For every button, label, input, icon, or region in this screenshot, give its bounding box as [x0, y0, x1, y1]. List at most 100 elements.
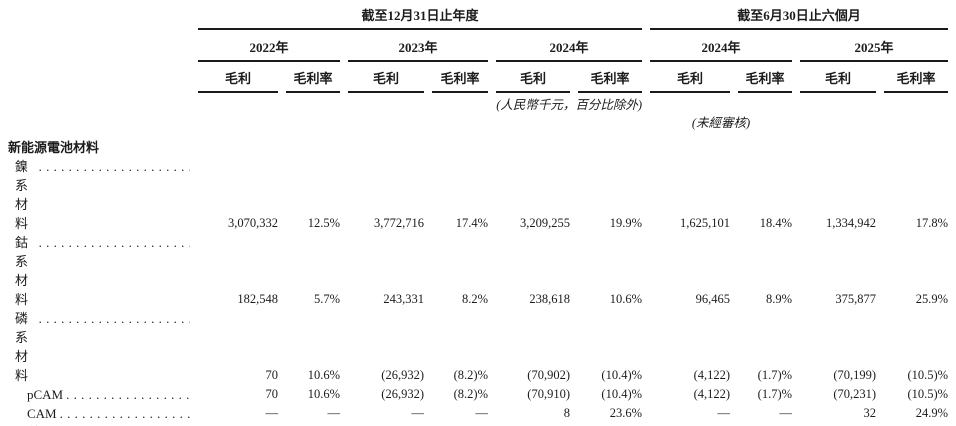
section-label: 新能源電池材料: [8, 140, 100, 155]
cell: 8.9%: [766, 292, 793, 306]
cell: 1,625,101: [680, 216, 731, 230]
cell: 3,772,716: [374, 216, 424, 230]
spacer-cell: [800, 113, 948, 131]
cell: 8: [563, 406, 570, 420]
unaudited-note: (未經審核): [691, 116, 751, 130]
dot-leader: [36, 233, 190, 252]
margin-header: 毛利率: [286, 62, 340, 93]
table-row: CAM — — — — 8 23.6% — — 32 24.9%: [8, 404, 948, 423]
cell: (10.4)%: [601, 387, 643, 401]
row-label: 鈷系材料: [8, 233, 190, 309]
cell: (1.7)%: [757, 387, 793, 401]
table-row: 鈷系材料 182,548 5.7% 243,331 8.2% 238,618 1…: [8, 233, 948, 309]
year-header-row: 2022年 2023年 2024年 2024年 2025年: [8, 30, 949, 62]
spacer-cell: [8, 93, 190, 113]
period-annual-header: 截至12月31日止年度: [198, 0, 643, 30]
spacer-cell: [198, 113, 642, 131]
cell: 70: [265, 387, 279, 401]
subheader-row: 毛利 毛利率 毛利 毛利率 毛利 毛利率 毛利 毛利率 毛利 毛利率: [8, 62, 949, 93]
year-header-2022: 2022年: [198, 30, 340, 62]
cell: 3,070,332: [228, 216, 278, 230]
margin-header: 毛利率: [432, 62, 488, 93]
period-interim-header: 截至6月30日止六個月: [650, 0, 949, 30]
cell: (70,199): [833, 368, 877, 382]
dot-leader: [36, 157, 190, 176]
cell: (10.4)%: [601, 368, 643, 382]
spacer-cell: [8, 62, 190, 93]
cell: (10.5)%: [907, 368, 949, 382]
cell: 12.5%: [307, 216, 340, 230]
cell: (70,902): [527, 368, 570, 382]
row-label-text: 鎳系材料: [15, 159, 29, 231]
spacer-cell: [650, 93, 948, 113]
cell: 25.9%: [915, 292, 949, 306]
year-header-2024-interim: 2024年: [650, 30, 793, 62]
cell: 17.8%: [915, 216, 949, 230]
dot-leader: [63, 385, 190, 404]
cell: 10.6%: [307, 387, 340, 401]
row-label-text: 鈷系材料: [15, 235, 29, 307]
cell: 10.6%: [307, 368, 340, 382]
cell: (1.7)%: [757, 368, 793, 382]
spacer-cell: [8, 113, 190, 131]
cell: 10.6%: [609, 292, 643, 306]
profit-header: 毛利: [348, 62, 424, 93]
cell: 5.7%: [313, 292, 340, 306]
row-label-text: 磷系材料: [15, 311, 29, 383]
cell: —: [327, 406, 341, 420]
cell: (10.5)%: [907, 387, 949, 401]
dot-leader: [57, 404, 190, 423]
cell: 23.6%: [609, 406, 643, 420]
cell: —: [717, 406, 731, 420]
profit-header: 毛利: [496, 62, 570, 93]
row-label: pCAM: [8, 385, 190, 404]
cell: (8.2)%: [453, 387, 488, 401]
unaudited-note-row: (未經審核): [8, 113, 948, 131]
cell: (4,122): [693, 387, 731, 401]
section-header-row: 新能源電池材料: [8, 131, 948, 157]
cell: (70,910): [527, 387, 570, 401]
cell: —: [475, 406, 489, 420]
profit-header: 毛利: [650, 62, 731, 93]
cell: 3,209,255: [520, 216, 570, 230]
profit-header: 毛利: [198, 62, 278, 93]
profit-header: 毛利: [800, 62, 877, 93]
cell: 19.9%: [609, 216, 643, 230]
margin-header: 毛利率: [738, 62, 793, 93]
cell: 18.4%: [759, 216, 793, 230]
spacer-cell: [8, 30, 190, 62]
cell: 375,877: [835, 292, 877, 306]
dot-leader: [36, 309, 190, 328]
row-label: 鎳系材料: [8, 157, 190, 233]
row-label-text: CAM: [27, 406, 57, 421]
row-label-text: pCAM: [27, 387, 64, 402]
cell: (26,932): [381, 387, 424, 401]
cell: (4,122): [693, 368, 731, 382]
year-header-2025: 2025年: [800, 30, 949, 62]
cell: 243,331: [383, 292, 424, 306]
cell: —: [779, 406, 793, 420]
year-header-2024: 2024年: [496, 30, 643, 62]
margin-header: 毛利率: [884, 62, 949, 93]
cell: 238,618: [529, 292, 570, 306]
cell: 70: [265, 368, 279, 382]
currency-note: (人民幣千元，百分比除外): [496, 98, 643, 112]
cell: (26,932): [381, 368, 424, 382]
row-label: CAM: [8, 404, 190, 423]
margin-header: 毛利率: [578, 62, 643, 93]
year-header-2023: 2023年: [348, 30, 488, 62]
cell: 1,334,942: [826, 216, 877, 230]
table-row: 鎳系材料 3,070,332 12.5% 3,772,716 17.4% 3,2…: [8, 157, 948, 233]
table-row: 磷系材料 70 10.6% (26,932) (8.2)% (70,902) (…: [8, 309, 948, 385]
cell: —: [265, 406, 279, 420]
cell: —: [411, 406, 425, 420]
cell: 96,465: [695, 292, 731, 306]
cell: 32: [863, 406, 877, 420]
table-row: pCAM 70 10.6% (26,932) (8.2)% (70,910) (…: [8, 385, 948, 404]
cell: 24.9%: [915, 406, 949, 420]
currency-note-row: (人民幣千元，百分比除外): [8, 93, 948, 113]
period-header-row: 截至12月31日止年度 截至6月30日止六個月: [8, 0, 949, 30]
cell: (70,231): [833, 387, 877, 401]
